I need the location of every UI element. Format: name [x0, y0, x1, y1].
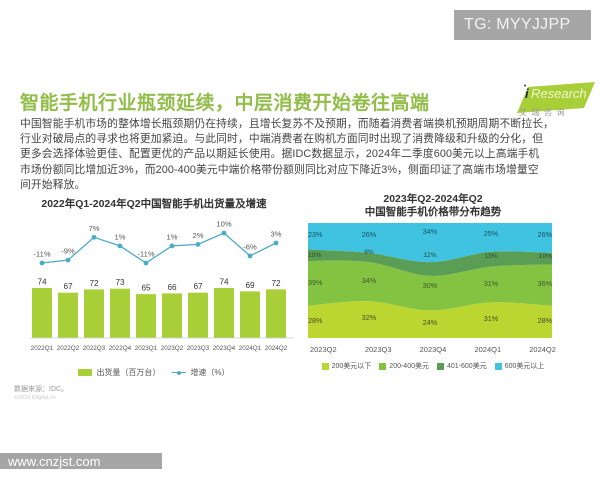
svg-text:74: 74	[219, 278, 229, 287]
svg-text:2022Q1: 2022Q1	[31, 345, 54, 352]
svg-text:23%: 23%	[308, 230, 323, 239]
svg-text:2023Q2: 2023Q2	[161, 345, 184, 352]
svg-text:67: 67	[193, 282, 203, 291]
svg-text:2023Q4: 2023Q4	[213, 345, 236, 352]
svg-text:-9%: -9%	[61, 247, 75, 256]
svg-text:2022Q4: 2022Q4	[109, 345, 132, 352]
svg-text:26%: 26%	[538, 230, 552, 239]
svg-text:73: 73	[115, 278, 125, 287]
svg-text:25%: 25%	[484, 229, 499, 238]
svg-text:34%: 34%	[362, 276, 377, 285]
svg-text:2022Q2: 2022Q2	[57, 345, 80, 352]
svg-text:2022Q3: 2022Q3	[83, 345, 106, 352]
svg-text:-11%: -11%	[137, 250, 154, 259]
svg-text:10%: 10%	[539, 253, 552, 260]
svg-text:39%: 39%	[308, 278, 323, 287]
svg-text:30%: 30%	[423, 281, 438, 290]
svg-text:-6%: -6%	[243, 242, 257, 251]
svg-text:67: 67	[63, 282, 73, 291]
svg-text:31%: 31%	[484, 279, 499, 288]
svg-text:10%: 10%	[216, 220, 231, 229]
svg-text:2023Q3: 2023Q3	[187, 345, 210, 352]
svg-text:69: 69	[245, 281, 255, 290]
svg-text:2024Q2: 2024Q2	[265, 345, 288, 352]
svg-text:24%: 24%	[423, 318, 438, 327]
svg-text:1%: 1%	[115, 232, 126, 241]
svg-text:8%: 8%	[364, 249, 374, 256]
svg-text:10%: 10%	[308, 252, 321, 259]
svg-text:72: 72	[89, 279, 99, 288]
svg-text:34%: 34%	[423, 227, 438, 236]
svg-text:13%: 13%	[484, 253, 497, 260]
svg-text:12%: 12%	[423, 252, 436, 259]
svg-text:28%: 28%	[538, 316, 552, 325]
svg-text:31%: 31%	[484, 314, 499, 323]
svg-text:2023Q1: 2023Q1	[135, 345, 158, 352]
svg-text:36%: 36%	[538, 279, 552, 288]
svg-text:7%: 7%	[89, 224, 100, 233]
svg-text:-11%: -11%	[33, 250, 50, 259]
svg-text:66: 66	[167, 283, 177, 292]
svg-text:2%: 2%	[193, 231, 204, 240]
svg-text:74: 74	[37, 278, 47, 287]
svg-text:2024Q1: 2024Q1	[239, 345, 262, 352]
svg-text:26%: 26%	[362, 230, 377, 239]
svg-text:65: 65	[141, 284, 151, 293]
svg-text:1%: 1%	[167, 232, 178, 241]
svg-text:3%: 3%	[271, 230, 282, 239]
svg-text:72: 72	[271, 279, 281, 288]
svg-text:32%: 32%	[362, 313, 377, 322]
svg-text:28%: 28%	[308, 316, 323, 325]
